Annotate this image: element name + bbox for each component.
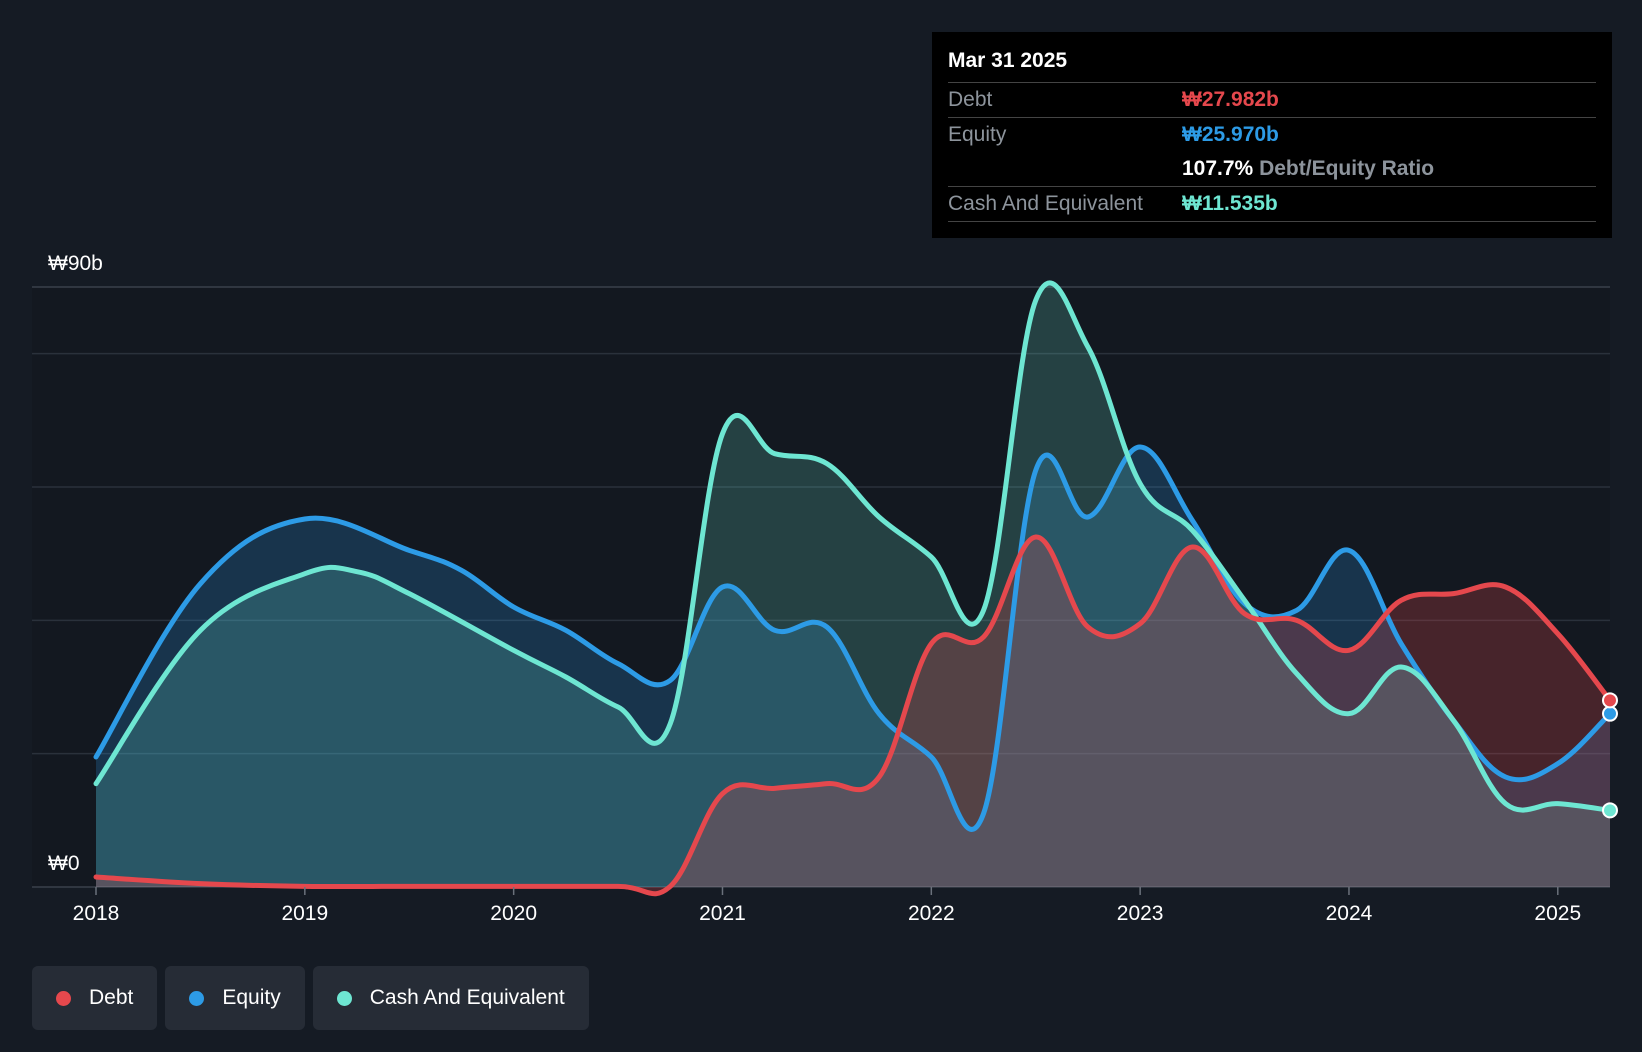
tooltip-equity-value: ₩25.970b: [1182, 123, 1279, 146]
x-tick-label: 2020: [490, 902, 537, 925]
cash-area: [96, 282, 1610, 887]
gridlines: [32, 286, 1610, 888]
debt-endpoint: [1602, 692, 1618, 709]
tooltip-ratio: 107.7% Debt/Equity Ratio: [1182, 152, 1434, 186]
legend-item-cash[interactable]: Cash And Equivalent: [312, 966, 589, 1030]
legend-label-cash: Cash And Equivalent: [369, 986, 565, 1009]
series-lines: [93, 280, 1613, 897]
debt-area: [96, 536, 1610, 894]
debt-line: [93, 534, 1613, 897]
legend-item-equity[interactable]: Equity: [165, 966, 305, 1030]
x-tick-label: 2022: [908, 902, 955, 925]
cash-line: [93, 280, 1613, 813]
legend-dot-debt: [56, 990, 71, 1006]
series-endpoints: [1602, 692, 1618, 819]
x-tick-label: 2023: [1117, 902, 1164, 925]
x-tick-label: 2024: [1326, 902, 1373, 925]
legend-dot-cash: [336, 990, 352, 1006]
tooltip-ratio-value: 107.7%: [1182, 157, 1254, 180]
y-axis-top-label: ₩90b: [48, 252, 103, 275]
hover-tooltip: Mar 31 2025 Debt ₩27.982b Equity ₩25.970…: [932, 32, 1612, 238]
x-tick-label: 2025: [1534, 902, 1581, 925]
tooltip-debt-value: ₩27.982b: [1182, 88, 1279, 111]
x-axis-ticks: 2018 2019 2020 2021 2022 2023 2024 2025: [73, 887, 1581, 925]
legend-label-debt: Debt: [89, 986, 134, 1009]
equity-line: [93, 444, 1613, 832]
tooltip-cash-label: Cash And Equivalent: [948, 192, 1143, 215]
tooltip-cash-row: Cash And Equivalent ₩11.535b: [948, 187, 1596, 222]
plot-background: [32, 287, 1610, 887]
equity-area: [96, 446, 1610, 887]
chart-legend: Debt Equity Cash And Equivalent: [32, 966, 589, 1030]
series-areas: [96, 282, 1610, 894]
tooltip-debt-row: Debt ₩27.982b: [948, 83, 1596, 118]
legend-dot-equity: [189, 990, 205, 1006]
tooltip-equity-row: Equity ₩25.970b: [948, 118, 1596, 152]
tooltip-debt-label: Debt: [948, 88, 993, 111]
cash-endpoint: [1602, 802, 1618, 819]
legend-item-debt[interactable]: Debt: [32, 966, 158, 1030]
x-tick-label: 2021: [699, 902, 746, 925]
y-axis-bottom-label: ₩0: [48, 852, 80, 875]
legend-label-equity: Equity: [222, 986, 281, 1009]
x-tick-label: 2019: [281, 902, 328, 925]
tooltip-ratio-row: 107.7% Debt/Equity Ratio: [948, 152, 1596, 187]
tooltip-equity-label: Equity: [948, 123, 1007, 146]
tooltip-date: Mar 31 2025: [948, 46, 1596, 83]
tooltip-ratio-label: Debt/Equity Ratio: [1259, 157, 1435, 180]
tooltip-cash-value: ₩11.535b: [1182, 192, 1278, 215]
equity-endpoint: [1602, 705, 1618, 722]
x-tick-label: 2018: [73, 902, 120, 925]
